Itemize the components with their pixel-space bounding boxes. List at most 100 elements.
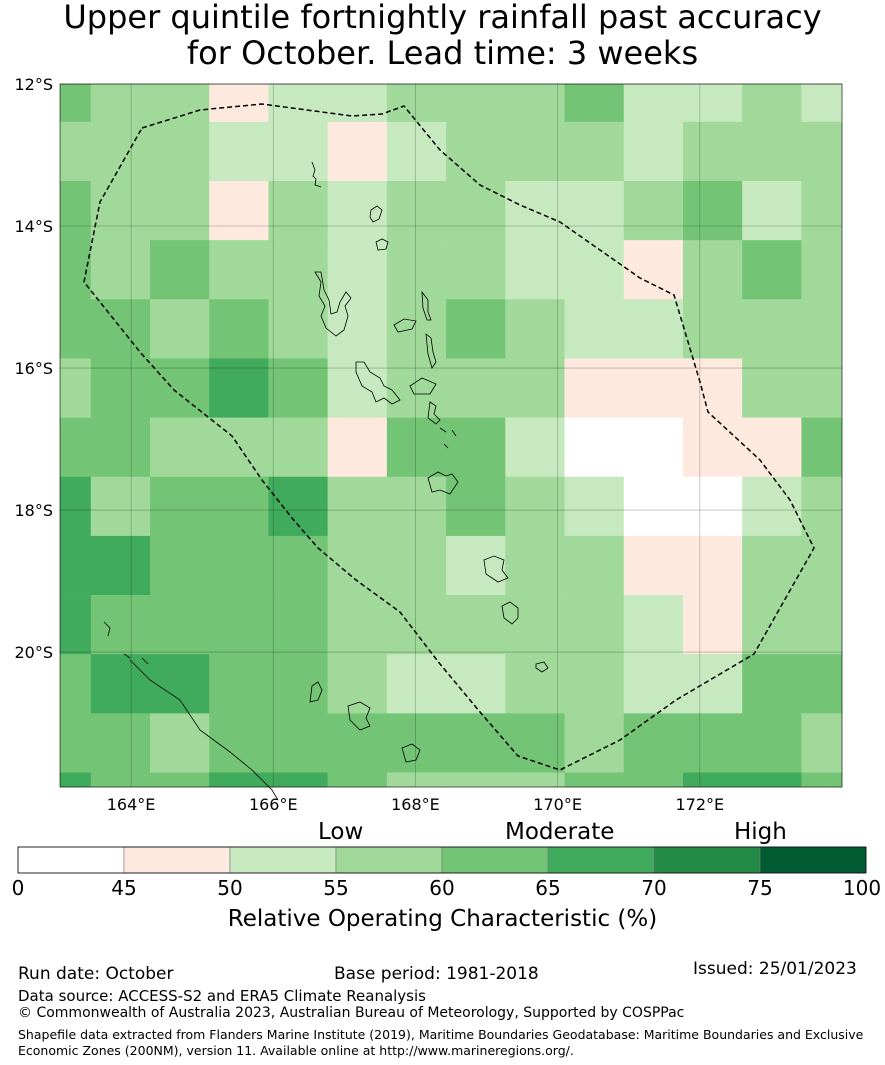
- colorbar-segment: [123, 846, 231, 874]
- grid-cell: [90, 535, 151, 596]
- grid-cell: [327, 299, 388, 359]
- grid-cell: [90, 476, 151, 537]
- base-period: Base period: 1981-2018: [334, 964, 539, 984]
- grid-cell: [623, 358, 684, 418]
- island-aneityum: [535, 661, 549, 673]
- colorbar-tick-70: 70: [641, 876, 667, 900]
- grid-cell: [268, 240, 328, 300]
- grid-cell: [150, 240, 210, 300]
- grid-cell: [150, 417, 210, 478]
- latitude-label: 18°S: [14, 501, 53, 520]
- grid-cell: [150, 595, 210, 655]
- colorbar-tick-100: 100: [842, 876, 882, 900]
- grid-cell: [623, 121, 684, 182]
- grid-cell: [209, 299, 269, 359]
- grid-cell: [386, 417, 447, 478]
- grid-cell: [564, 180, 625, 241]
- grid-cell: [623, 299, 684, 359]
- grid-cell: [801, 180, 843, 241]
- grid-cell: [209, 772, 269, 788]
- grid-cell: [801, 84, 843, 123]
- grid-cell: [268, 654, 328, 714]
- colorbar-segment: [335, 846, 443, 874]
- grid-cell: [327, 713, 388, 773]
- island-malekula: [355, 361, 401, 405]
- grid-cell: [682, 180, 743, 241]
- grid-cell: [60, 417, 92, 478]
- island-paama-epi: [427, 401, 441, 425]
- grid-cell: [90, 595, 151, 655]
- island-loyalty-ouvea: [309, 681, 323, 703]
- colorbar-label: Relative Operating Characteristic (%): [227, 906, 658, 932]
- island-efate: [427, 471, 459, 495]
- grid-cell: [742, 772, 802, 788]
- grid-cell: [446, 535, 506, 596]
- colorbar-segment: [17, 846, 125, 874]
- grid-cell: [90, 417, 151, 478]
- grid-cell: [386, 358, 447, 418]
- grid-cell: [386, 713, 447, 773]
- grid-cell: [268, 299, 328, 359]
- grid-cell: [505, 476, 565, 537]
- colorbar-tick-65: 65: [535, 876, 561, 900]
- grid-cell: [268, 84, 328, 123]
- grid-cell: [801, 121, 843, 182]
- grid-cell: [564, 299, 625, 359]
- island-gaua: [375, 238, 389, 251]
- grid-cell: [742, 299, 802, 359]
- grid-cell: [327, 180, 388, 241]
- island-pentecost: [425, 333, 437, 369]
- grid-cell: [446, 476, 506, 537]
- grid-cell: [446, 299, 506, 359]
- grid-cell: [446, 595, 506, 655]
- grid-cell: [623, 772, 684, 788]
- colorbar-tick-50: 50: [217, 876, 243, 900]
- grid-cell: [623, 84, 684, 123]
- island-torres: [311, 161, 322, 188]
- grid-cell: [209, 121, 269, 182]
- shapefile-credit: Shapefile data extracted from Flanders M…: [18, 1027, 864, 1058]
- island-new-caledonia: [103, 621, 279, 801]
- grid-cell: [90, 358, 151, 418]
- grid-cell: [564, 240, 625, 300]
- grid-cell: [150, 654, 210, 714]
- grid-cell: [742, 84, 802, 123]
- grid-cell: [564, 595, 625, 655]
- grid-cell: [60, 654, 92, 714]
- category-moderate: Moderate: [505, 819, 615, 845]
- grid-cell: [505, 654, 565, 714]
- grid-cell: [564, 121, 625, 182]
- grid-cell: [742, 180, 802, 241]
- grid-cell: [564, 417, 625, 478]
- longitude-label: 166°E: [249, 795, 298, 814]
- longitude-labels: 164°E 166°E 168°E 170°E 172°E: [107, 795, 724, 814]
- grid-cell: [564, 654, 625, 714]
- grid-cell: [60, 476, 92, 537]
- grid-cell: [150, 358, 210, 418]
- grid-cell: [446, 121, 506, 182]
- grid-cell: [386, 654, 447, 714]
- grid-cell: [446, 772, 506, 788]
- grid-cell: [386, 299, 447, 359]
- grid-cell: [327, 476, 388, 537]
- grid-cell: [150, 772, 210, 788]
- grid-cell: [60, 358, 92, 418]
- grid-cell: [386, 121, 447, 182]
- grid-cell: [268, 476, 328, 537]
- grid-cell: [623, 595, 684, 655]
- grid-cell: [268, 358, 328, 418]
- grid-cell: [90, 240, 151, 300]
- grid-cell: [150, 180, 210, 241]
- grid-cell: [801, 417, 843, 478]
- accuracy-grid: [60, 84, 843, 788]
- grid-cell: [327, 121, 388, 182]
- grid-cell: [623, 180, 684, 241]
- grid-cell: [268, 180, 328, 241]
- grid-cell: [801, 713, 843, 773]
- grid-cell: [446, 358, 506, 418]
- grid-cell: [623, 417, 684, 478]
- grid-cell: [209, 595, 269, 655]
- colorbar-frame: [17, 846, 867, 874]
- grid-cell: [150, 84, 210, 123]
- grid-cell: [446, 84, 506, 123]
